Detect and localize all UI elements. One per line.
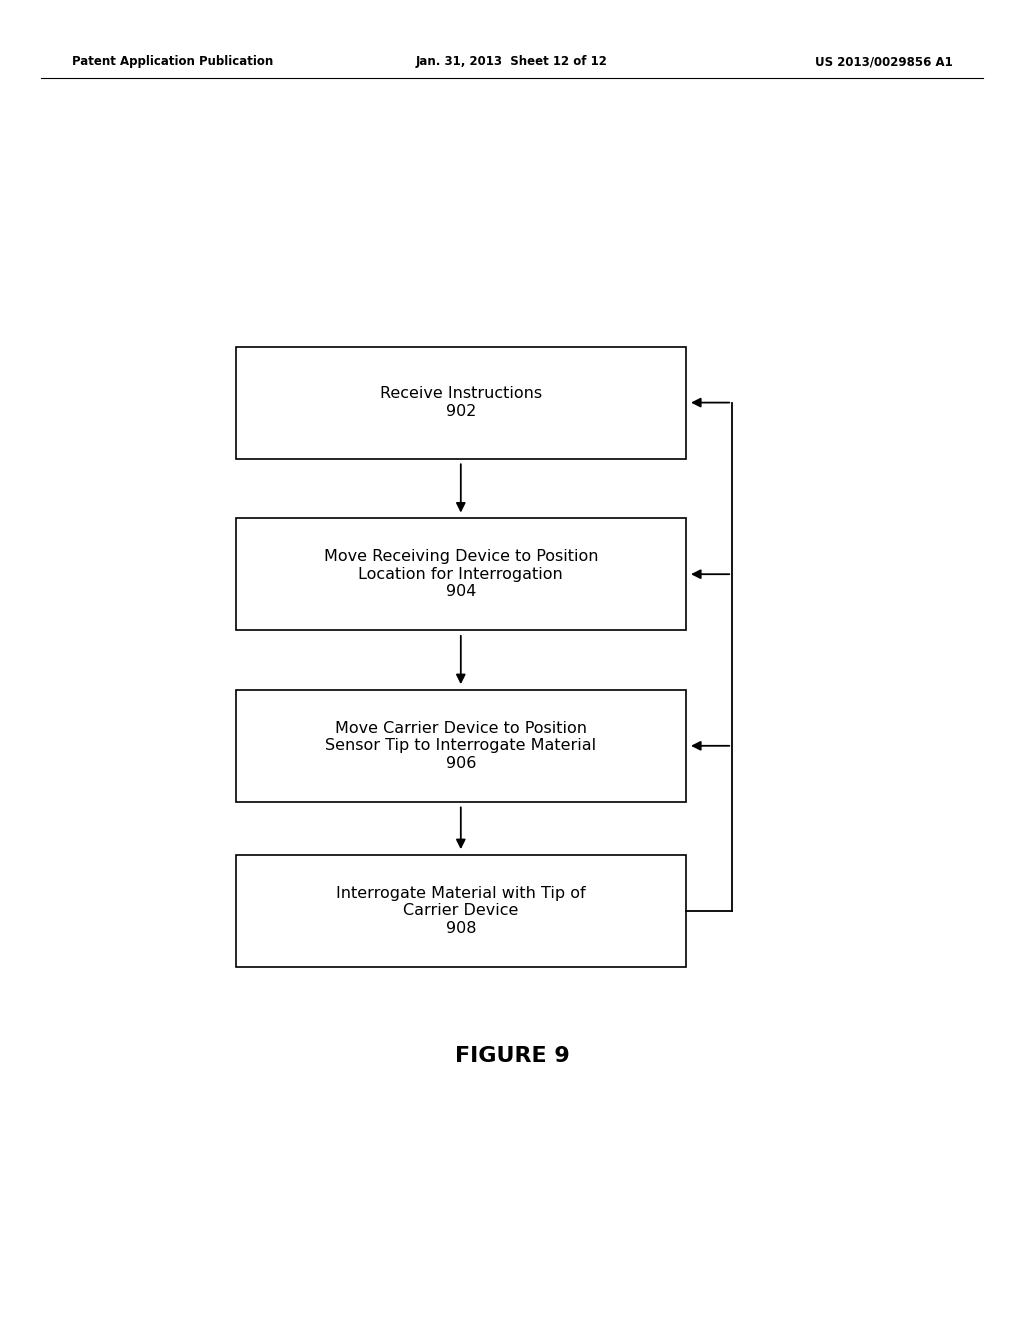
- Text: US 2013/0029856 A1: US 2013/0029856 A1: [814, 55, 952, 69]
- Bar: [236, 855, 686, 966]
- Text: Receive Instructions
902: Receive Instructions 902: [380, 387, 542, 418]
- Text: FIGURE 9: FIGURE 9: [455, 1045, 569, 1067]
- Text: Move Carrier Device to Position
Sensor Tip to Interrogate Material
906: Move Carrier Device to Position Sensor T…: [326, 721, 596, 771]
- Text: Move Receiving Device to Position
Location for Interrogation
904: Move Receiving Device to Position Locati…: [324, 549, 598, 599]
- Bar: [236, 689, 686, 801]
- Text: Jan. 31, 2013  Sheet 12 of 12: Jan. 31, 2013 Sheet 12 of 12: [416, 55, 608, 69]
- Text: Patent Application Publication: Patent Application Publication: [72, 55, 273, 69]
- Bar: [236, 347, 686, 459]
- Text: Interrogate Material with Tip of
Carrier Device
908: Interrogate Material with Tip of Carrier…: [336, 886, 586, 936]
- Bar: [236, 519, 686, 631]
